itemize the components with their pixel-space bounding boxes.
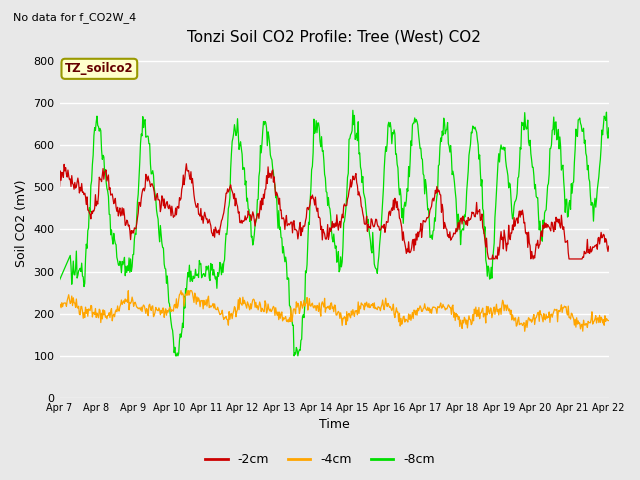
X-axis label: Time: Time (319, 419, 349, 432)
Legend: -2cm, -4cm, -8cm: -2cm, -4cm, -8cm (200, 448, 440, 471)
Y-axis label: Soil CO2 (mV): Soil CO2 (mV) (15, 180, 28, 267)
Text: TZ_soilco2: TZ_soilco2 (65, 62, 134, 75)
Text: No data for f_CO2W_4: No data for f_CO2W_4 (13, 12, 136, 23)
Title: Tonzi Soil CO2 Profile: Tree (West) CO2: Tonzi Soil CO2 Profile: Tree (West) CO2 (188, 29, 481, 44)
